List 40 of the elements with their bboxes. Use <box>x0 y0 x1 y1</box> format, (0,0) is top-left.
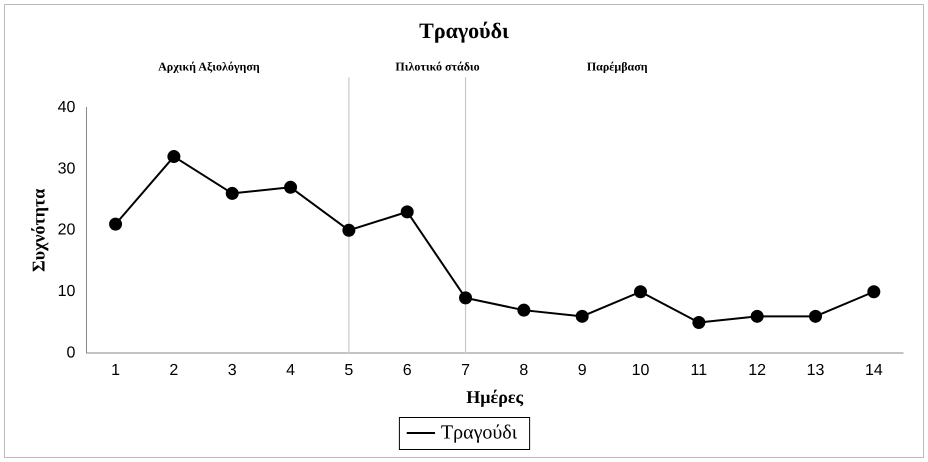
point <box>109 218 122 231</box>
point <box>576 310 589 323</box>
x-tick-label: 9 <box>578 362 587 380</box>
x-tick-label: 5 <box>344 362 354 380</box>
y-tick-label: 30 <box>58 160 76 178</box>
text: Παρέμβαση <box>586 59 648 74</box>
x-tick-label: 8 <box>519 362 528 380</box>
point <box>167 150 180 164</box>
point <box>867 285 880 298</box>
y-tick-label: 40 <box>58 98 76 116</box>
point <box>634 285 648 298</box>
point <box>342 224 356 237</box>
x-tick-label: 6 <box>402 362 412 380</box>
x-tick-label: 2 <box>169 362 178 380</box>
x-tick-label: 11 <box>690 362 708 380</box>
point <box>692 316 706 329</box>
x-tick-label: 10 <box>632 362 650 380</box>
x-tick-label: 12 <box>748 362 766 380</box>
x-tick-label: 14 <box>864 362 883 380</box>
point <box>226 186 239 200</box>
x-tick-label: 1 <box>111 362 120 380</box>
x-tick-label: 13 <box>806 362 825 380</box>
y-tick-label: 0 <box>66 344 76 362</box>
y-tick-label: 20 <box>58 222 76 239</box>
x-axis-title: Ημέρες <box>466 386 524 407</box>
chart-title: Τραγούδι <box>419 18 510 43</box>
point <box>400 205 414 218</box>
legend-label: Τραγούδι <box>440 421 518 444</box>
point <box>284 180 298 194</box>
point <box>750 310 764 323</box>
text: Πιλοτικό στάδιο <box>395 59 480 74</box>
x-tick-label: 3 <box>228 362 237 380</box>
point <box>459 291 472 304</box>
text: Αρχική Αξιολόγηση <box>158 59 260 74</box>
y-axis-title: Συχνότητα <box>28 188 48 272</box>
x-tick-label: 7 <box>461 362 470 380</box>
x-tick-label: 4 <box>286 362 296 380</box>
point <box>809 310 822 323</box>
point <box>517 304 530 317</box>
y-tick-label: 10 <box>58 283 76 300</box>
